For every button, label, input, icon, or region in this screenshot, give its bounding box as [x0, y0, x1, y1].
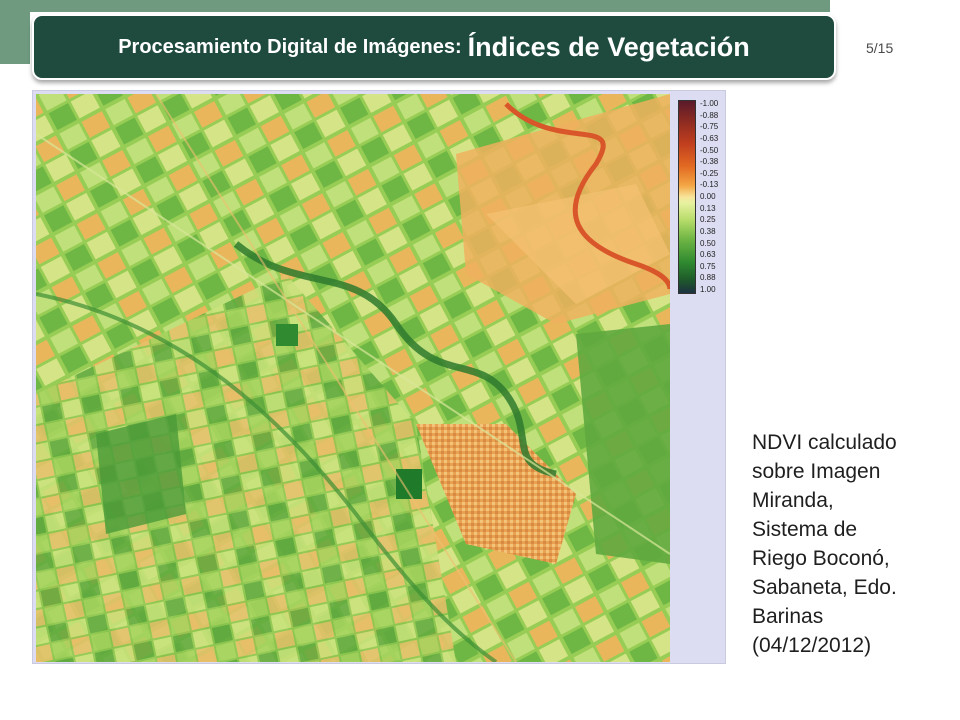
slide-title-main: Procesamiento Digital de Imágenes:: [118, 35, 462, 58]
ndvi-map-graphic: [36, 94, 670, 662]
legend-tick: 0.63: [700, 250, 716, 260]
caption-line: Sistema de: [752, 518, 858, 541]
legend-tick: -0.38: [700, 157, 719, 167]
legend-tick: 0.00: [700, 192, 716, 201]
caption-line: NDVI calculado: [752, 431, 897, 454]
slide-title-accent: Índices de Vegetación: [467, 31, 750, 62]
caption-line: sobre Imagen: [752, 460, 881, 483]
decorative-top-band: [0, 0, 830, 12]
legend-tick: -0.25: [700, 168, 719, 178]
ndvi-figure: [32, 90, 726, 664]
legend-tick: 0.13: [700, 203, 716, 213]
legend-tick: -0.13: [700, 180, 719, 190]
legend-color-bar: [678, 100, 696, 294]
figure-caption: NDVI calculado sobre Imagen Miranda, Sis…: [752, 428, 942, 660]
legend-tick: 0.38: [700, 226, 716, 236]
legend-tick: 1.00: [700, 285, 716, 294]
decorative-left-band: [0, 0, 30, 64]
legend-tick: 0.50: [700, 238, 716, 248]
slide-title-bar: Procesamiento Digital de Imágenes: Índic…: [32, 14, 836, 80]
legend-tick: -0.63: [700, 133, 719, 143]
caption-line: Sabaneta, Edo.: [752, 576, 897, 599]
ndvi-color-legend: -1.00 -0.88 -0.75 -0.63 -0.50 -0.38 -0.2…: [678, 100, 718, 294]
legend-tick: 0.25: [700, 215, 716, 225]
legend-tick: -0.88: [700, 110, 719, 120]
caption-line: Riego Boconó,: [752, 547, 890, 570]
legend-tick: 0.75: [700, 261, 716, 271]
legend-tick: 0.88: [700, 273, 716, 283]
caption-line: Barinas: [752, 605, 824, 628]
legend-tick-labels: -1.00 -0.88 -0.75 -0.63 -0.50 -0.38 -0.2…: [700, 100, 718, 294]
caption-line: (04/12/2012): [752, 634, 872, 657]
legend-tick: -0.75: [700, 122, 719, 132]
ndvi-map-image: [36, 94, 670, 662]
legend-tick: -1.00: [700, 99, 719, 108]
page-number: 5/15: [866, 40, 894, 56]
caption-line: Miranda,: [752, 489, 834, 512]
legend-tick: -0.50: [700, 145, 719, 155]
